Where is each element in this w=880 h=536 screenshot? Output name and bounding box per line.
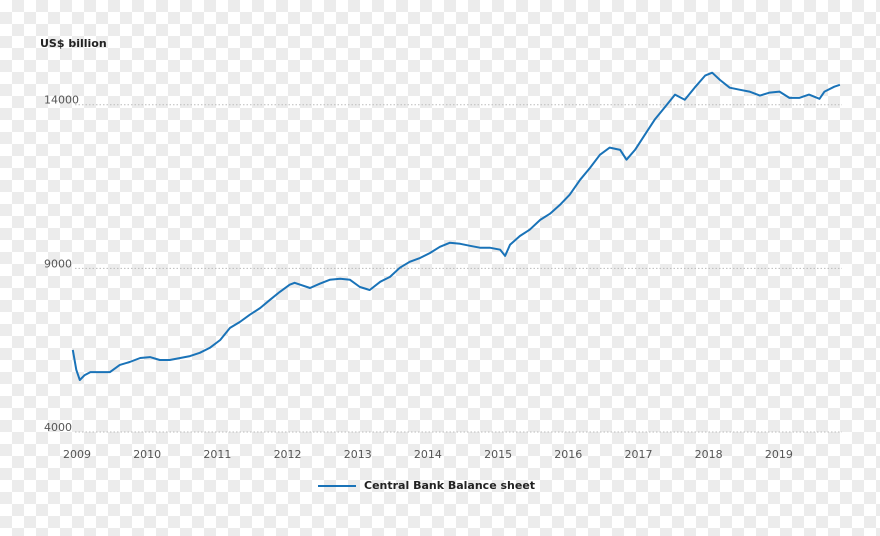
y-tick-label: 14000 [44, 94, 79, 107]
x-tick-label: 2012 [274, 448, 302, 461]
x-tick-label: 2018 [695, 448, 723, 461]
x-tick-label: 2016 [554, 448, 582, 461]
x-tick-label: 2014 [414, 448, 442, 461]
y-tick-label: 4000 [44, 421, 72, 434]
x-tick-label: 2013 [344, 448, 372, 461]
y-axis-title: US$ billion [40, 37, 107, 50]
x-tick-label: 2019 [765, 448, 793, 461]
x-tick-label: 2011 [203, 448, 231, 461]
x-tick-label: 2017 [624, 448, 652, 461]
data-line [71, 71, 841, 381]
x-tick-label: 2015 [484, 448, 512, 461]
y-tick-label: 9000 [44, 257, 72, 270]
legend-label: Central Bank Balance sheet [364, 479, 535, 492]
x-tick-label: 2010 [133, 448, 161, 461]
x-tick-label: 2009 [63, 448, 91, 461]
